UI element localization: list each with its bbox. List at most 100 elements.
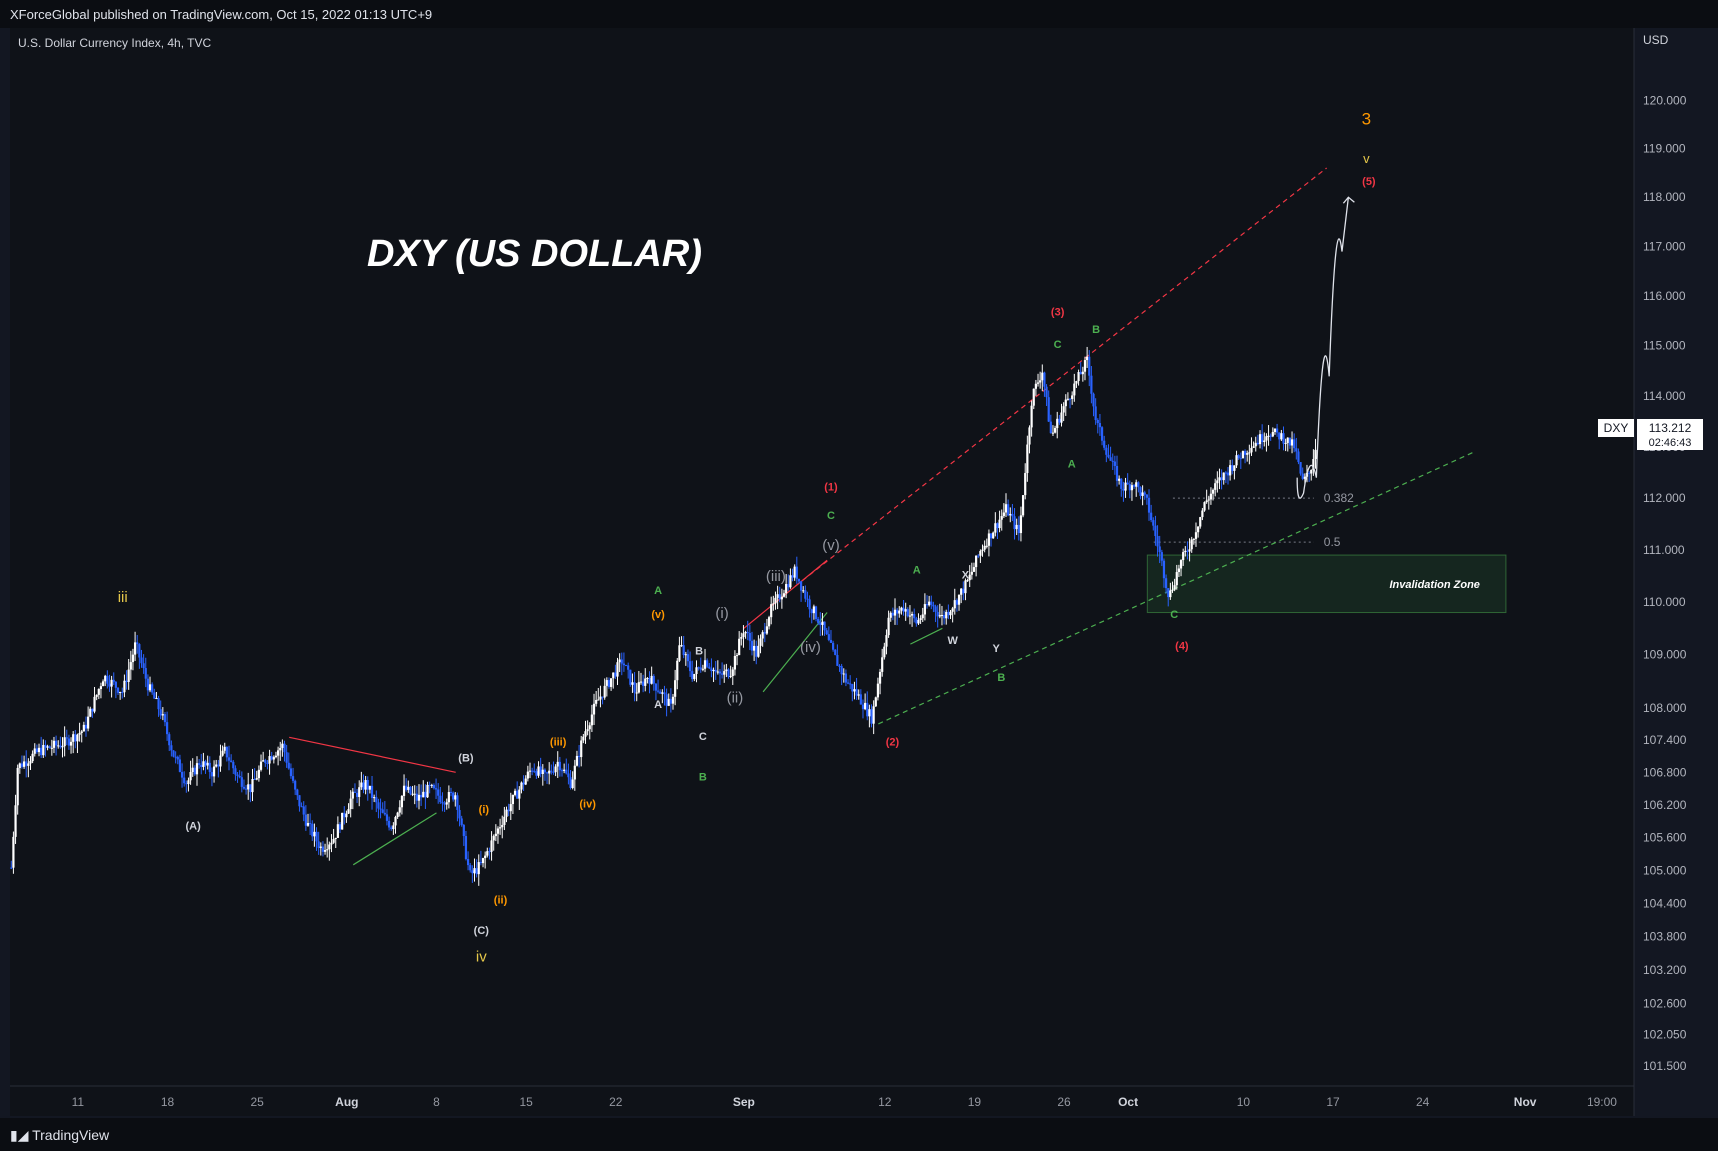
candle-body [168,734,171,746]
candle-body [114,681,117,688]
candle-body [76,734,79,742]
candle-body [592,703,596,715]
tradingview-logo[interactable]: ▮◢ TradingView [10,1127,109,1144]
candle-body [802,590,805,592]
trendline-green-solid[interactable] [762,612,828,693]
candle-body [445,802,448,805]
candle-body [255,778,258,780]
price-tick-label: 110.000 [1643,595,1686,609]
candle-body [782,593,786,597]
wave-label: B [695,646,703,658]
invalidation-zone-box[interactable] [1146,554,1507,614]
candle-body [1105,447,1108,455]
candle-body [236,774,239,776]
candle-body [842,673,845,675]
candle-body [221,750,224,756]
currency-label: USD [1643,33,1669,47]
candle-body [300,806,303,808]
candle-body [1275,428,1279,433]
candle-body [309,823,312,825]
trendline-red-solid[interactable] [289,736,456,773]
candle-body [57,745,60,747]
candle-body [1143,492,1146,495]
candle-body [1250,447,1253,453]
candle-body [1282,433,1285,444]
time-axis[interactable]: 11 18 25 Aug 8 15 22 Sep 12 19 26 Oct 10 17 24 Nov 19:00 [72,1095,1618,1109]
trendline-green-solid[interactable] [910,627,943,645]
candle-body [799,581,803,591]
candle-body [146,678,149,691]
candle-body [259,761,263,770]
candle-body [268,756,271,764]
candle-body [1201,510,1204,518]
candle-body [326,849,329,851]
candle-body [1019,515,1023,534]
candle-body [477,862,480,875]
candle-body [994,523,997,533]
candle-body [1024,473,1027,496]
candle-body [1062,406,1065,413]
candle-body [580,740,583,758]
projection-curve[interactable] [1296,197,1350,499]
wave-label: (iii) [550,736,567,748]
candle-body [178,759,182,772]
candle-body [294,780,297,790]
candle-body [1118,478,1121,481]
candle-body [669,698,672,704]
candle-body [232,761,235,769]
candle-body [932,604,935,607]
candle-body [355,792,359,797]
trendlines[interactable] [289,167,1475,866]
price-axis[interactable]: 120.000 119.000 118.000 117.000 116.000 115.0… [1643,93,1687,1072]
candle-body [473,868,476,874]
candle-body [610,678,613,687]
candle-body [1128,484,1131,491]
candle-body [16,767,19,806]
candle-body [430,784,433,786]
candle-body [432,784,436,789]
candle-body [1147,497,1151,513]
trendline-green-solid[interactable] [352,812,437,866]
candle-body [1092,393,1095,407]
wave-label: A [654,699,662,711]
candle-body [281,743,284,748]
trendline-green-dashed[interactable] [878,451,1475,725]
candle-body [936,611,939,617]
candle-body [161,714,164,716]
candle-body [424,791,427,798]
projection-path[interactable] [1296,196,1355,499]
candle-body [227,757,231,761]
candle-body [1258,434,1262,445]
candle-body [266,763,269,765]
invalidation-zone[interactable]: Invalidation Zone [1146,554,1507,614]
candle-body [699,667,702,670]
candle-body [74,734,77,742]
candle-body [622,663,626,666]
candle-body [595,699,598,704]
candle-body [193,767,196,775]
candle-body [321,846,325,852]
candle-body [101,681,105,687]
candle-body [1211,489,1215,494]
candle-body [447,792,450,803]
candle-body [1256,442,1259,445]
candle-body [80,731,83,734]
candle-body [1107,454,1110,458]
candle-body [20,763,24,767]
price-tick-label: 103.200 [1643,963,1687,977]
wave-label: v [1363,151,1370,166]
wave-label: iii [118,589,128,606]
candle-body [612,672,615,679]
last-price-badge[interactable]: DXY 113.212 02:46:43 [1598,419,1703,450]
trendline-red-solid[interactable] [743,559,828,629]
candle-body [1139,487,1142,496]
candle-body [810,609,813,614]
candle-body [550,770,553,772]
candle-body [1164,578,1168,589]
candle-body [95,694,98,697]
time-tick-label: Oct [1118,1095,1138,1109]
candle-body [795,566,798,579]
candle-body [1314,449,1317,459]
trendline-red-dashed[interactable] [794,167,1327,587]
